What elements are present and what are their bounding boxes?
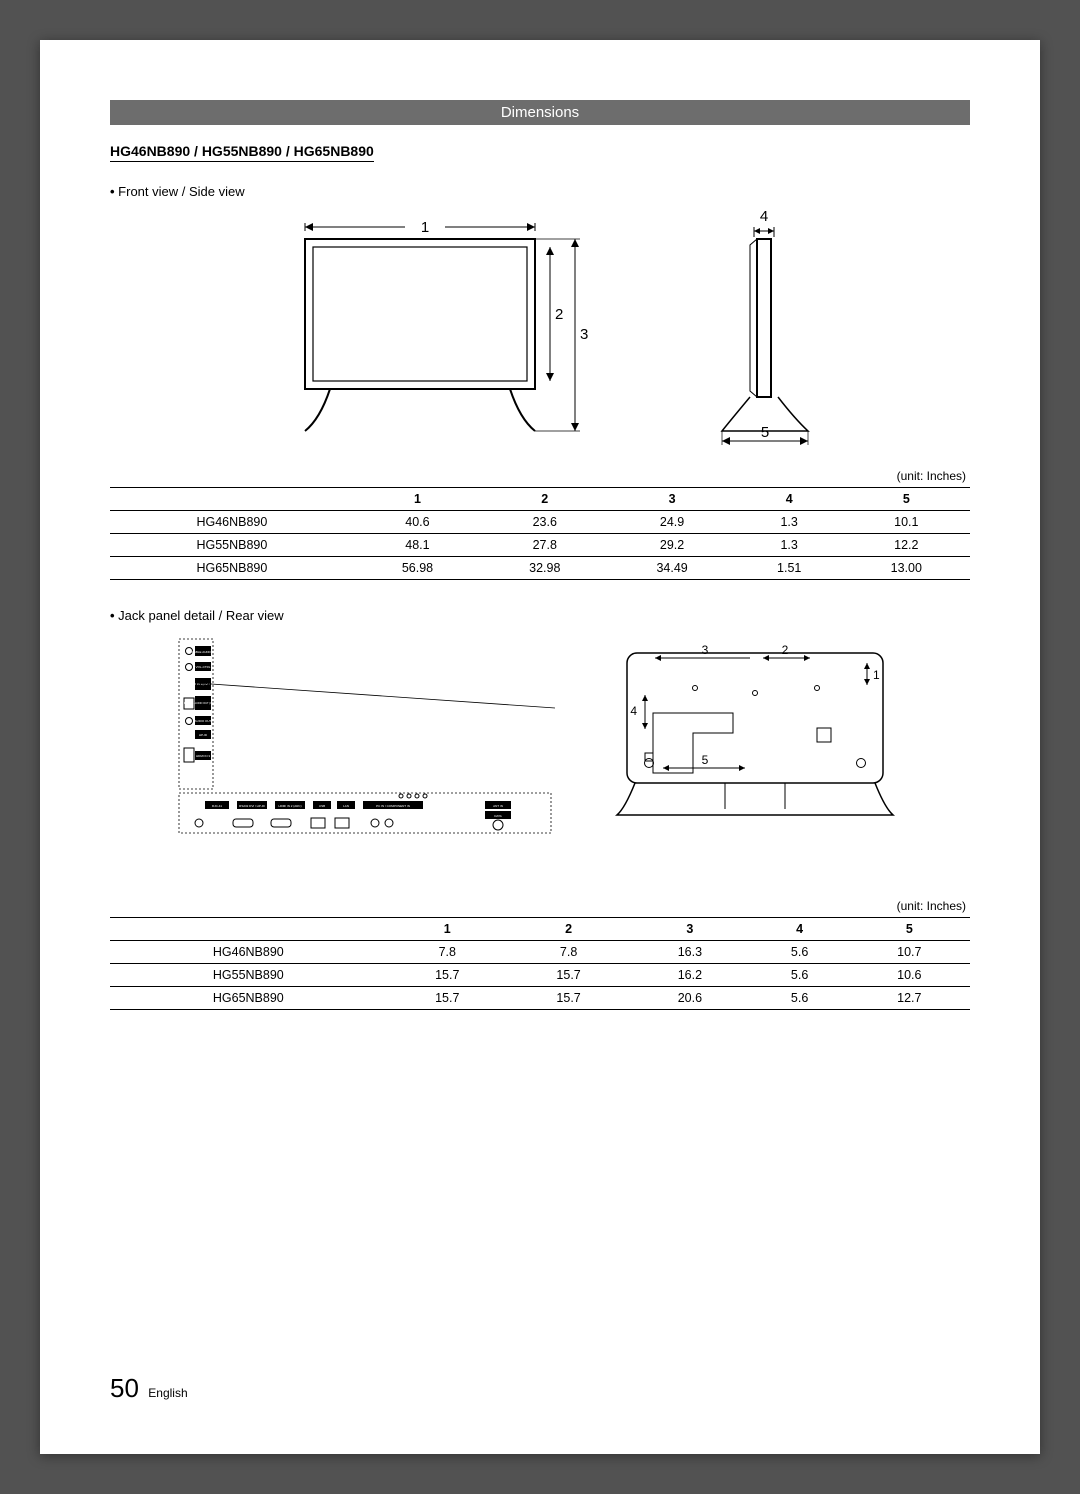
svg-text:LAN: LAN [343,804,349,808]
rear-dim-1: 1 [873,668,880,682]
svg-text:VOL-CTRL: VOL-CTRL [196,665,211,669]
jack-panel-svg: VARIABLE AUDIO OUT VOL-CTRL HDMI IN 1(DV… [175,633,555,843]
svg-text:HDMI IN 2 (ARC): HDMI IN 2 (ARC) [278,804,301,808]
col-1: 1 [354,488,481,511]
table-header-row: 1 2 3 4 5 [110,488,970,511]
rear-dimensions-table: 1 2 3 4 5 HG46NB890 7.8 7.8 16.3 5.6 10.… [110,917,970,1010]
svg-text:DATA: DATA [494,814,502,818]
table-header-row: 1 2 3 4 5 [110,918,970,941]
table-row: HG55NB890 15.7 15.7 16.2 5.6 10.6 [110,964,970,987]
rear-diagram-row: VARIABLE AUDIO OUT VOL-CTRL HDMI IN 1(DV… [110,633,970,843]
col-4: 4 [736,488,843,511]
rear-view-svg: 1 2 3 4 5 [605,633,905,823]
table-row: HG65NB890 15.7 15.7 20.6 5.6 12.7 [110,987,970,1010]
unit-label-front: (unit: Inches) [110,469,966,483]
dim-3-label: 3 [580,326,588,343]
side-view-svg: 4 5 [700,209,830,449]
footer-lang: English [148,1386,187,1400]
dim-5-label: 5 [761,424,769,441]
table-row: HG65NB890 56.98 32.98 34.49 1.51 13.00 [110,557,970,580]
svg-text:HP-ID: HP-ID [199,733,208,737]
page-footer: 50 English [110,1373,188,1404]
col-2: 2 [481,488,608,511]
dim-4-label: 4 [760,209,768,225]
rear-dim-4: 4 [630,704,637,718]
table-row: HG46NB890 40.6 23.6 24.9 1.3 10.1 [110,511,970,534]
front-view-label: Front view / Side view [110,184,970,199]
rear-dim-3: 3 [702,643,709,657]
col-3: 3 [608,488,735,511]
svg-text:HDMI IN 3: HDMI IN 3 [196,754,210,758]
rear-dim-2: 2 [782,643,789,657]
svg-text:ANT IN: ANT IN [493,804,503,808]
dim-2-label: 2 [555,306,563,323]
table-row: HG55NB890 48.1 27.8 29.2 1.3 12.2 [110,534,970,557]
front-view-svg: 1 2 3 [250,209,590,449]
dim-1-label: 1 [421,219,429,236]
table-row: HG46NB890 7.8 7.8 16.3 5.6 10.7 [110,941,970,964]
svg-text:VARIABLE AUDIO OUT: VARIABLE AUDIO OUT [187,650,219,654]
rear-view-label: Jack panel detail / Rear view [110,608,970,623]
svg-text:RJC-41: RJC-41 [212,804,223,808]
page-number: 50 [110,1373,139,1403]
col-5: 5 [843,488,970,511]
col-blank [110,488,354,511]
front-dimensions-table: 1 2 3 4 5 HG46NB890 40.6 23.6 24.9 1.3 1… [110,487,970,580]
model-heading: HG46NB890 / HG55NB890 / HG65NB890 [110,143,374,162]
unit-label-rear: (unit: Inches) [110,899,966,913]
manual-page: Dimensions HG46NB890 / HG55NB890 / HG65N… [40,40,1040,1454]
front-side-diagram: 1 2 3 4 [110,209,970,449]
svg-text:USB: USB [319,804,325,808]
section-title: Dimensions [110,100,970,125]
rear-dim-5: 5 [702,753,709,767]
svg-text:RS232 DVI / HP-ID: RS232 DVI / HP-ID [239,804,266,808]
svg-text:PC IN / COMPONENT IN: PC IN / COMPONENT IN [376,804,410,808]
svg-text:DIGITAL AUDIO OUT (OPTICAL): DIGITAL AUDIO OUT (OPTICAL) [184,701,222,705]
svg-text:AUDIO OUT: AUDIO OUT [195,719,212,723]
